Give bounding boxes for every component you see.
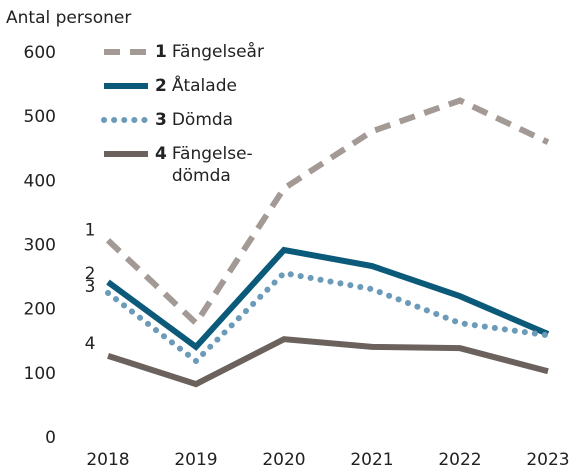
legend-item: 2 Åtalade xyxy=(155,75,285,97)
x-tick-label: 2020 xyxy=(262,450,305,470)
legend-item: 4 Fängelse-dömda xyxy=(155,143,285,187)
legend-label: Åtalade xyxy=(171,76,237,96)
y-tick-label: 0 xyxy=(45,428,56,448)
y-axis-label: Antal personer xyxy=(6,8,131,28)
legend-item: 3 Dömda xyxy=(155,109,285,131)
series-start-label: 4 xyxy=(85,334,96,354)
series-start-label: 1 xyxy=(85,220,96,240)
x-tick-label: 2023 xyxy=(526,450,569,470)
legend-number: 3 xyxy=(155,110,167,130)
legend-label: Fängelse-dömda xyxy=(171,144,253,186)
x-tick-label: 2018 xyxy=(86,450,129,470)
legend-label: Dömda xyxy=(171,110,234,130)
series-line xyxy=(106,246,550,351)
x-tick-label: 2019 xyxy=(174,450,217,470)
legend-item: 1 Fängelseår xyxy=(155,41,285,63)
x-tick-label: 2021 xyxy=(350,450,393,470)
legend-number: 4 xyxy=(155,144,167,164)
series-line xyxy=(105,269,551,365)
series-start-label: 3 xyxy=(85,277,96,297)
x-tick-label: 2022 xyxy=(438,450,481,470)
series-line xyxy=(105,97,550,328)
y-tick-label: 600 xyxy=(24,43,56,63)
legend-number: 1 xyxy=(155,42,167,62)
y-tick-label: 300 xyxy=(24,236,56,256)
series-start-label: 2 xyxy=(85,264,96,284)
legend-number: 2 xyxy=(155,76,167,96)
series-line xyxy=(107,336,549,388)
y-tick-label: 200 xyxy=(24,300,56,320)
y-tick-label: 400 xyxy=(24,171,56,191)
y-tick-label: 100 xyxy=(24,364,56,384)
legend-label: Fängelseår xyxy=(171,42,264,62)
y-tick-label: 500 xyxy=(24,107,56,127)
